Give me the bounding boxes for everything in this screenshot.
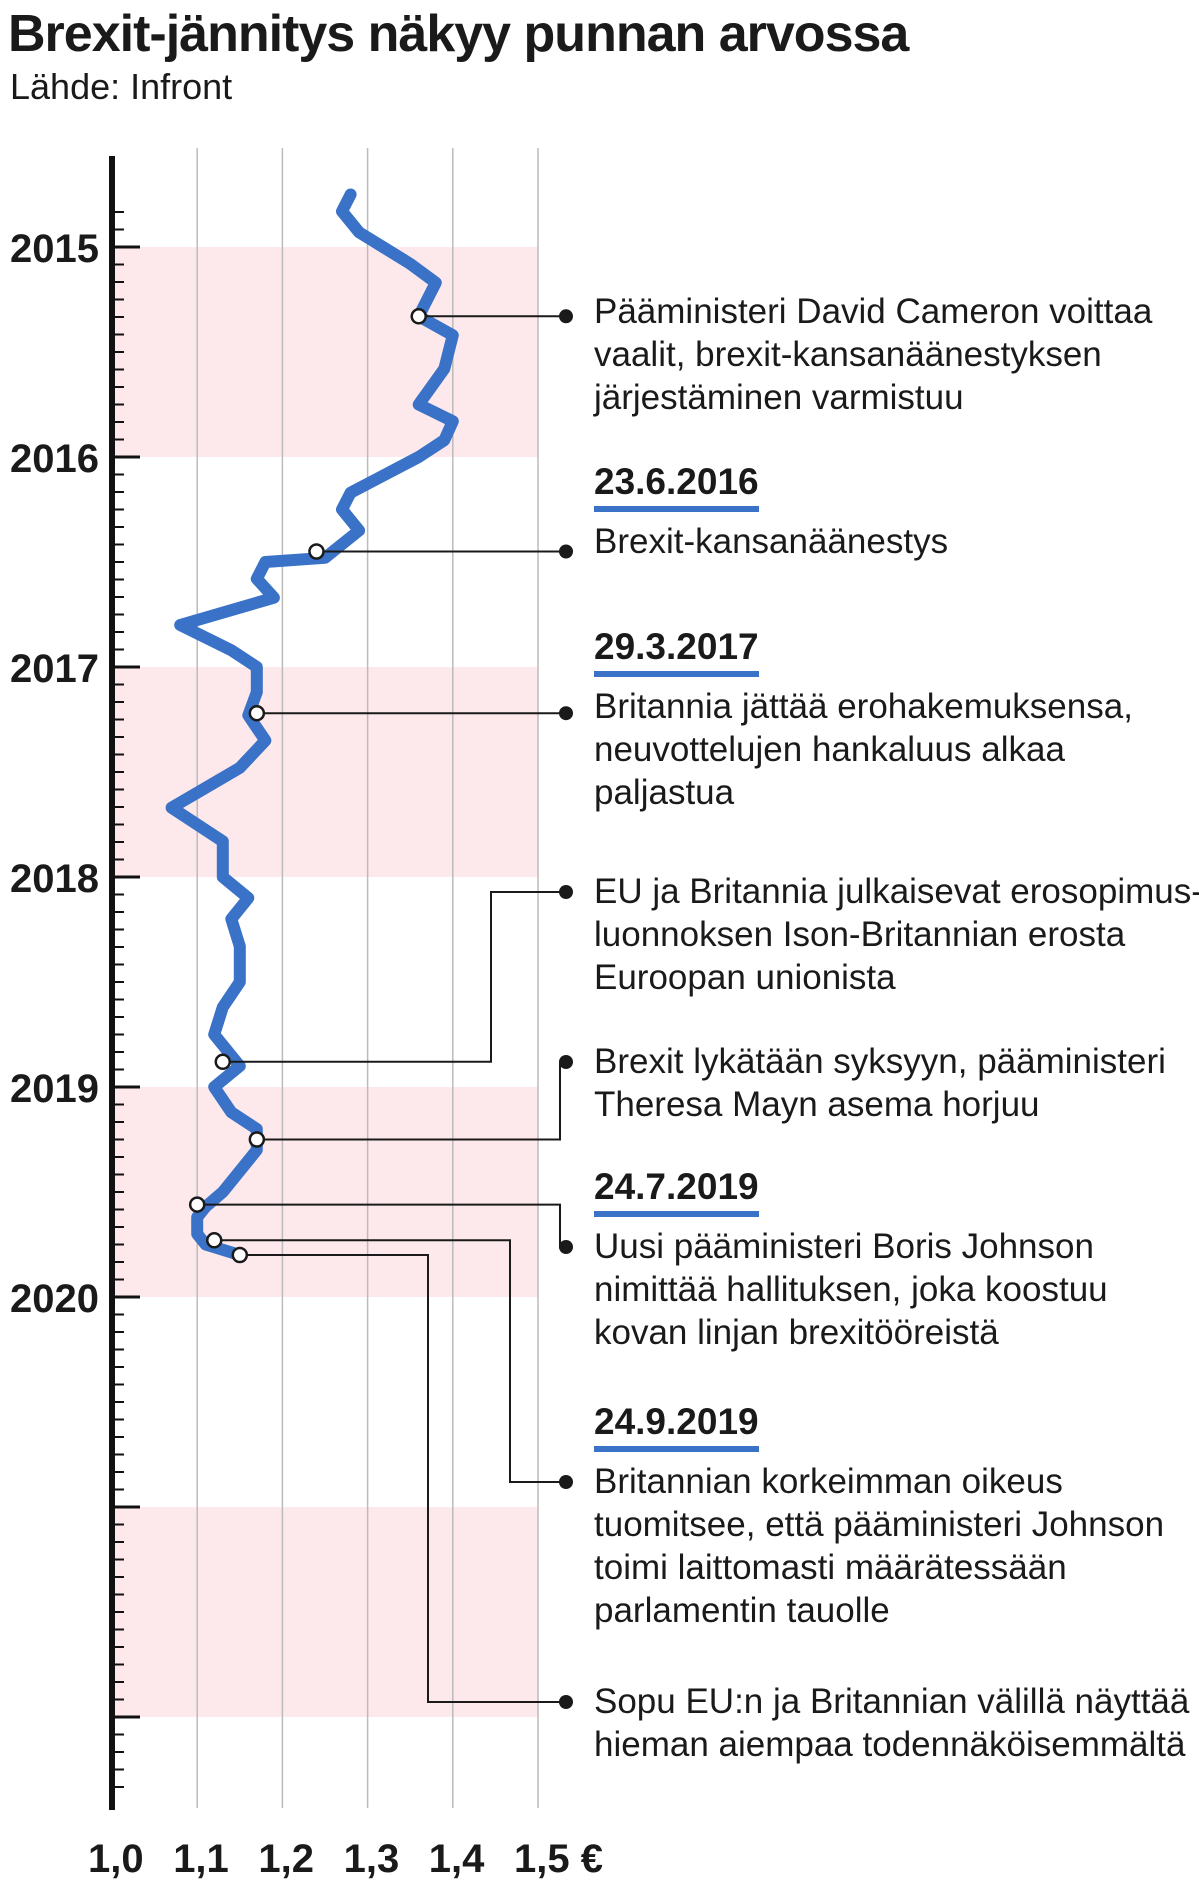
annotation-text: Britannian korkeimman oikeus tuomitsee, e… [594,1460,1164,1632]
y-tick-label: 2020 [10,1277,99,1321]
event-marker [410,308,427,325]
event-marker [231,1246,249,1264]
event-marker [188,1196,206,1213]
leader-dot [559,1240,573,1254]
annotation-line: kovan linjan brexitööreistä [594,1313,999,1352]
chart-title: Brexit-jännitys näkyy punnan arvossa [8,5,909,63]
y-tick-label: 2015 [10,227,99,271]
x-tick-label: 1,0 [88,1837,144,1881]
event-marker [205,1232,223,1249]
x-tick-label: 1,5 € [514,1837,603,1881]
leader-dot [559,309,573,324]
annotation-line: vaalit, brexit-kansanäänestyksen [594,335,1102,374]
annotation-text: Brexit lykätään syksyyn, pääministeri The… [594,1040,1166,1126]
annotation-text: Brexit-kansanäänestys [594,520,948,563]
chart-source: Lähde: Infront [10,66,233,107]
year-band [112,1507,538,1717]
annotation-line: Brexit-kansanäänestys [594,522,949,561]
leader-line [239,1254,566,1703]
annotation-line: hieman aiempaa todennäköisemmältä [594,1725,1186,1764]
year-band [112,247,538,457]
annotation-text: Pääministeri David Cameron voittaa vaalit… [594,290,1152,419]
annotation-date: 23.6.2016 [594,460,759,512]
annotation-text: Britannia jättää erohakemuksensa, neuvott… [594,685,1133,814]
annotation-date: 24.9.2019 [594,1400,759,1452]
y-tick-label: 2016 [10,437,99,481]
leader-dot [559,544,573,559]
annotation-line: paljastua [594,773,735,812]
annotation-line: Brexit lykätään syksyyn, pääministeri [594,1042,1166,1081]
x-tick-label: 1,1 [173,1837,229,1881]
annotation-text: EU ja Britannia julkaisevat erosopimus-l… [594,870,1199,999]
annotation-line: Britannia jättää erohakemuksensa, [594,687,1133,726]
leader-dot [559,1695,573,1709]
x-tick-label: 1,2 [258,1837,314,1881]
x-tick-label: 1,3 [344,1837,400,1881]
annotation-date: 29.3.2017 [594,625,759,677]
annotation-text: Sopu EU:n ja Britannian välillä näyttää h… [594,1680,1189,1766]
y-tick-label: 2019 [10,1067,99,1111]
leader-dot [559,1055,573,1069]
annotation-line: luonnoksen Ison-Britannian erosta [594,915,1126,954]
y-tick-label: 2017 [10,647,99,691]
leader-line [214,1239,566,1483]
leader-dot [559,1475,573,1489]
annotation-line: neuvottelujen hankaluus alkaa [594,730,1065,769]
year-band [112,1087,538,1297]
event-marker [308,543,325,560]
event-marker [214,1053,232,1071]
annotation-text: Uusi pääministeri Boris Johnson nimittää … [594,1225,1108,1354]
annotation-line: Euroopan unionista [594,958,896,997]
annotation-line: nimittää hallituksen, joka koostuu [594,1270,1108,1309]
annotation-line: Britannian korkeimman oikeus [594,1462,1063,1501]
annotation-line: parlamentin tauolle [594,1591,890,1630]
leader-line [222,891,566,1063]
annotation-line: järjestäminen varmistuu [594,378,964,417]
annotation-line: EU ja Britannia julkaisevat erosopimus- [594,872,1199,911]
leader-dot [559,885,573,899]
annotation-line: toimi laittomasti määrätessään [594,1548,1067,1587]
event-marker [248,1131,266,1148]
y-tick-label: 2018 [10,857,99,901]
event-marker [248,704,266,722]
annotation-date: 24.7.2019 [594,1165,759,1217]
year-band [112,667,538,877]
x-tick-label: 1,4 [429,1837,485,1881]
annotation-line: tuomitsee, että pääministeri Johnson [594,1505,1165,1544]
leader-dot [559,706,573,721]
annotation-line: Uusi pääministeri Boris Johnson [594,1227,1094,1266]
annotation-line: Pääministeri David Cameron voittaa [594,292,1153,331]
annotation-line: Sopu EU:n ja Britannian välillä näyttää [594,1682,1190,1721]
annotation-line: Theresa Mayn asema horjuu [594,1085,1040,1124]
